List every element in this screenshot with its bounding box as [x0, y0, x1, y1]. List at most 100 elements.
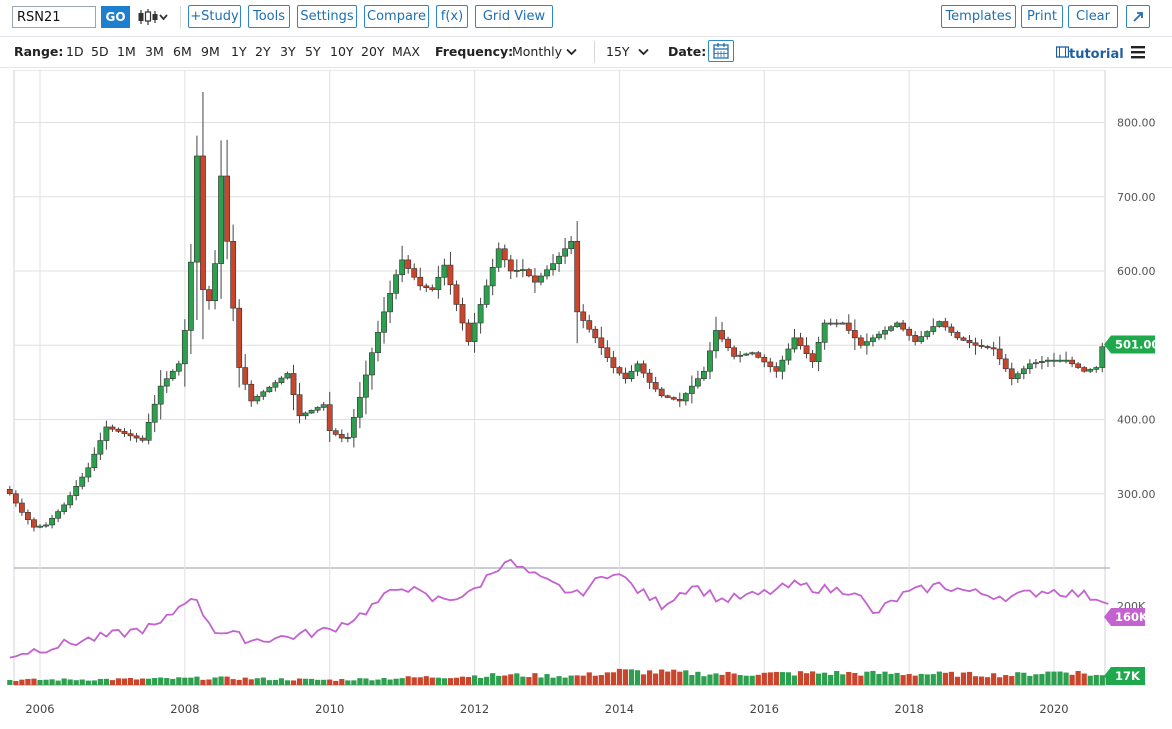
expand-button[interactable]: [1126, 5, 1150, 28]
volume-bar: [906, 674, 912, 685]
add-study-button[interactable]: +Study: [188, 5, 241, 28]
candle: [676, 392, 683, 408]
range-9m[interactable]: 9M: [201, 44, 220, 59]
volume-bar: [309, 678, 315, 685]
volume-bar: [797, 671, 804, 685]
range-5y[interactable]: 5Y: [305, 44, 321, 59]
range-10y[interactable]: 10Y: [330, 44, 354, 59]
print-button[interactable]: Print: [1021, 5, 1063, 28]
candle-body: [966, 340, 973, 344]
range-2y[interactable]: 2Y: [255, 44, 271, 59]
candle: [519, 259, 526, 278]
range-3m[interactable]: 3M: [145, 44, 164, 59]
volume-bar: [170, 678, 176, 685]
candle-body: [308, 409, 315, 414]
candle-body: [489, 267, 496, 287]
range-1m[interactable]: 1M: [117, 44, 136, 59]
volume-bar: [803, 673, 810, 685]
candle: [169, 369, 176, 381]
volume-bar: [230, 679, 236, 685]
go-button[interactable]: GO: [101, 6, 130, 28]
period-select[interactable]: 15Y: [606, 44, 649, 59]
candle-body: [1075, 363, 1082, 368]
volume-bar: [508, 674, 514, 685]
volume-bar: [586, 672, 592, 685]
candle: [942, 317, 949, 331]
candle: [212, 250, 218, 310]
candle: [634, 360, 641, 377]
candle-body: [356, 396, 363, 418]
range-1y[interactable]: 1Y: [231, 44, 247, 59]
function-button[interactable]: f(x): [436, 5, 468, 28]
range-label: Range:: [14, 44, 64, 59]
candle-body: [544, 269, 550, 277]
range-6m[interactable]: 6M: [173, 44, 192, 59]
candle-body: [423, 285, 430, 289]
candle-body: [121, 431, 128, 434]
clear-button[interactable]: Clear: [1068, 5, 1118, 28]
symbol-input[interactable]: [12, 6, 96, 28]
grid-view-button[interactable]: Grid View: [475, 5, 553, 28]
volume-bar: [242, 677, 248, 685]
candle: [1026, 359, 1033, 374]
candle: [393, 269, 400, 300]
range-max[interactable]: MAX: [392, 44, 420, 59]
volume-bar: [846, 671, 852, 685]
date-picker-button[interactable]: [708, 40, 734, 62]
candle: [954, 330, 961, 341]
candle: [924, 330, 931, 340]
volume-bar: [405, 676, 411, 685]
frequency-select[interactable]: Monthly: [512, 44, 577, 59]
range-1d[interactable]: 1D: [66, 44, 84, 59]
tutorial-link[interactable]: tutorial: [1055, 46, 1124, 62]
candle-body: [453, 284, 460, 305]
volume-bar: [459, 676, 466, 685]
candle-body: [598, 337, 605, 349]
candle-body: [109, 426, 116, 430]
volume-bar: [683, 670, 689, 685]
range-5d[interactable]: 5D: [91, 44, 109, 59]
candle: [1045, 356, 1051, 367]
candle: [888, 325, 894, 332]
volume-bar: [822, 672, 828, 685]
candle-body: [719, 330, 725, 340]
templates-button[interactable]: Templates: [941, 5, 1016, 28]
volume-bar: [471, 675, 478, 685]
chart-type-candlestick-icon[interactable]: [137, 7, 171, 27]
candle-body: [507, 259, 514, 272]
range-3y[interactable]: 3Y: [280, 44, 296, 59]
year-tick-label: 2020: [1039, 702, 1068, 716]
candle-body: [139, 437, 146, 441]
candle: [242, 354, 249, 391]
range-20y[interactable]: 20Y: [361, 44, 385, 59]
volume-bar: [876, 674, 882, 685]
candle-body: [6, 489, 13, 495]
candle-body: [133, 435, 140, 439]
volume-bar: [296, 678, 303, 685]
candle-body: [550, 263, 556, 271]
volume-bar: [828, 674, 834, 685]
chart-grid: [14, 70, 1105, 685]
volume-bar: [592, 675, 598, 685]
candle: [906, 326, 913, 341]
candle-body: [815, 342, 822, 362]
tools-button[interactable]: Tools: [248, 5, 290, 28]
candle: [477, 297, 484, 334]
candle-body: [942, 321, 949, 328]
settings-button[interactable]: Settings: [297, 5, 357, 28]
candle: [459, 297, 466, 331]
volume-bar: [779, 672, 785, 685]
volume-bar: [266, 680, 272, 685]
price-chart[interactable]: 300.00400.00500.00600.00700.00800.00200K…: [0, 70, 1172, 729]
candle-body: [803, 345, 810, 354]
candle: [314, 406, 321, 413]
volume-bar: [840, 674, 846, 685]
candle: [320, 401, 327, 411]
film-icon: [1055, 46, 1070, 58]
hamburger-menu-icon[interactable]: [1131, 45, 1145, 59]
compare-button[interactable]: Compare: [364, 5, 429, 28]
volume-bar: [85, 680, 91, 685]
candle-body: [622, 372, 629, 379]
candle: [145, 413, 152, 445]
candle: [918, 331, 925, 344]
